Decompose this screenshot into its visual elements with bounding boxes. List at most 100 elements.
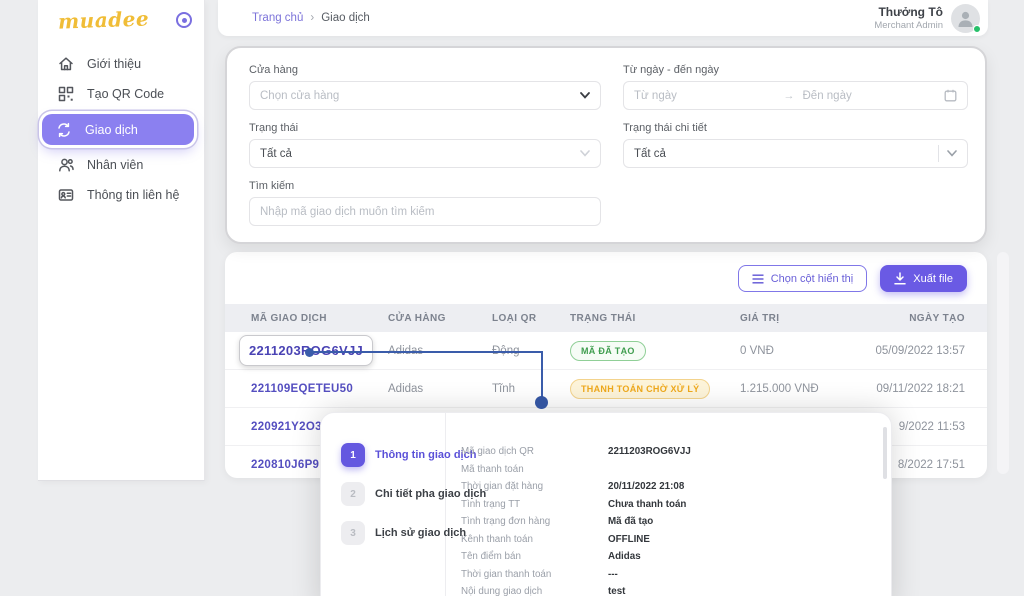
detail-step-3[interactable]: 3 Lịch sử giao dịch: [341, 521, 466, 545]
detail-row-1: Mã thanh toán: [461, 461, 881, 479]
table-row-1[interactable]: 221109EQETEU50 Adidas Tĩnh THANH TOÁN CHỜ X…: [225, 370, 987, 408]
list-icon: [752, 273, 764, 284]
export-file-button[interactable]: Xuất file: [880, 265, 967, 292]
column-header-2: LOẠI QR: [492, 312, 537, 324]
connector-start-dot: [305, 348, 314, 357]
store-select[interactable]: Chọn cửa hàng: [249, 81, 601, 110]
connector-horizontal-line: [310, 351, 543, 353]
qr-type-cell: Tĩnh: [492, 382, 516, 395]
status-filter-label: Trạng thái: [249, 122, 299, 134]
detail-row-6: Tên điểm bán Adidas: [461, 548, 881, 566]
detail-label: Nội dung giao dịch: [461, 586, 543, 596]
search-field[interactable]: [249, 197, 601, 226]
detail-value: Adidas: [608, 551, 641, 563]
store-cell: Adidas: [388, 382, 424, 395]
step-number: 3: [341, 521, 365, 545]
home-icon: [58, 56, 75, 73]
date-to-input[interactable]: [802, 89, 944, 102]
step-label: Thông tin giao dịch: [375, 449, 477, 461]
sidebar: muadee Giới thiệu Tạo QR Code Giao dịch Nhâ…: [38, 0, 205, 481]
detail-label: Kênh thanh toán: [461, 533, 533, 545]
status-badge: MÃ ĐÃ TẠO: [570, 340, 646, 361]
detail-step-2[interactable]: 2 Chi tiết pha giao dịch: [341, 482, 486, 506]
sidebar-collapse-icon[interactable]: [176, 12, 192, 28]
status-detail-select-value: Tất cả: [634, 147, 666, 160]
status-cell: MÃ ĐÃ TẠO: [570, 340, 740, 361]
transaction-id-link[interactable]: 220810J6P9: [251, 458, 320, 471]
popup-scrollbar[interactable]: [883, 427, 887, 479]
person-icon: [958, 11, 973, 27]
detail-steps: 1 Thông tin giao dịch 2 Chi tiết pha giao d…: [321, 413, 486, 596]
step-number: 2: [341, 482, 365, 506]
sidebar-item-3[interactable]: Nhân viên: [44, 151, 194, 179]
column-header-3: TRẠNG THÁI: [570, 312, 636, 324]
choose-columns-button[interactable]: Chọn cột hiển thị: [737, 265, 868, 292]
users-icon: [58, 157, 75, 174]
column-header-1: CỬA HÀNG: [388, 312, 446, 324]
chevron-down-icon: [947, 150, 957, 157]
online-status-dot: [973, 24, 981, 33]
table-header-row: MÃ GIAO DỊCH CỬA HÀNG LOẠI QR TRẠNG THÁI GIÁ…: [225, 304, 987, 332]
transaction-id-link[interactable]: 221109EQETEU50: [251, 382, 354, 395]
search-input[interactable]: [260, 205, 590, 218]
store-cell: Adidas: [388, 345, 492, 357]
detail-value: OFFLINE: [608, 533, 650, 545]
sidebar-item-label: Nhân viên: [87, 158, 144, 172]
sidebar-item-0[interactable]: Giới thiệu: [44, 50, 194, 78]
detail-row-0: Mã giao dịch QR 2211203ROG6VJJ: [461, 443, 881, 461]
qr-type-cell: Động: [492, 345, 570, 357]
detail-label: Mã giao dịch QR: [461, 446, 534, 458]
detail-value: ---: [608, 568, 618, 580]
created-date-cell: 05/09/2022 13:57: [875, 344, 965, 357]
page-scrollbar[interactable]: [997, 252, 1009, 474]
detail-row-7: Thời gian thanh toán ---: [461, 566, 881, 584]
filter-panel: Cửa hàng Chọn cửa hàng Từ ngày - đến ngà…: [225, 46, 987, 244]
detail-label: Tình trạng đơn hàng: [461, 516, 551, 528]
status-select[interactable]: Tất cả: [249, 139, 601, 168]
step-label: Lịch sử giao dịch: [375, 527, 467, 539]
transaction-id-link[interactable]: 220921Y2O3: [251, 420, 322, 433]
table-row-3[interactable]: 220810J6P9 8/2022 17:51: [225, 446, 987, 478]
sidebar-menu: Giới thiệu Tạo QR Code Giao dịch Nhân viên T…: [38, 50, 204, 209]
date-from-input[interactable]: [634, 89, 776, 102]
transfer-icon: [56, 121, 73, 138]
top-header: Trang chủ › Giao dịch Thưởng Tô Merchant…: [218, 0, 988, 36]
detail-row-8: Nội dung giao dịch test: [461, 583, 881, 596]
breadcrumb-separator: ›: [310, 12, 315, 24]
sidebar-item-1[interactable]: Tạo QR Code: [44, 80, 194, 108]
user-role: Merchant Admin: [874, 19, 943, 31]
sidebar-item-2[interactable]: Giao dịch: [42, 114, 194, 145]
detail-row-3: Tình trạng TT Chưa thanh toán: [461, 496, 881, 514]
status-badge: THANH TOÁN CHỜ XỬ LÝ: [570, 378, 711, 399]
chevron-down-icon: [580, 92, 590, 99]
search-label: Tìm kiếm: [249, 180, 295, 192]
avatar[interactable]: [951, 3, 981, 33]
date-range-label: Từ ngày - đến ngày: [623, 64, 720, 76]
user-name: Thưởng Tô: [878, 4, 943, 19]
status-detail-select[interactable]: Tất cả: [623, 139, 968, 168]
detail-row-4: Tình trạng đơn hàng Mã đã tạo: [461, 513, 881, 531]
sidebar-item-label: Tạo QR Code: [87, 87, 165, 101]
sidebar-item-4[interactable]: Thông tin liên hệ: [44, 181, 194, 209]
sidebar-item-label: Giới thiệu: [87, 57, 142, 71]
status-detail-filter-label: Trạng thái chi tiết: [623, 122, 707, 134]
store-filter-label: Cửa hàng: [249, 64, 298, 76]
connector-end-dot: [535, 396, 548, 409]
detail-step-1[interactable]: 1 Thông tin giao dịch: [341, 443, 476, 467]
value-cell: 1.215.000 VNĐ: [740, 382, 819, 395]
value-cell: 0 VNĐ: [740, 344, 774, 357]
date-range-input[interactable]: →: [623, 81, 968, 110]
detail-value: test: [608, 586, 626, 596]
detail-label: Tên điểm bán: [461, 551, 521, 563]
status-select-value: Tất cả: [260, 147, 292, 160]
detail-label: Mã thanh toán: [461, 463, 524, 475]
detail-label: Thời gian thanh toán: [461, 568, 552, 580]
breadcrumb-home-link[interactable]: Trang chủ: [252, 12, 304, 24]
range-arrow-icon: →: [783, 89, 795, 102]
detail-fields: Mã giao dịch QR 2211203ROG6VJJ Mã thanh to…: [446, 413, 891, 596]
created-date-cell: 8/2022 17:51: [897, 458, 965, 471]
detail-value: 2211203ROG6VJJ: [608, 446, 691, 458]
user-block[interactable]: Thưởng Tô Merchant Admin: [874, 3, 981, 33]
breadcrumb: Trang chủ › Giao dịch: [252, 12, 370, 24]
